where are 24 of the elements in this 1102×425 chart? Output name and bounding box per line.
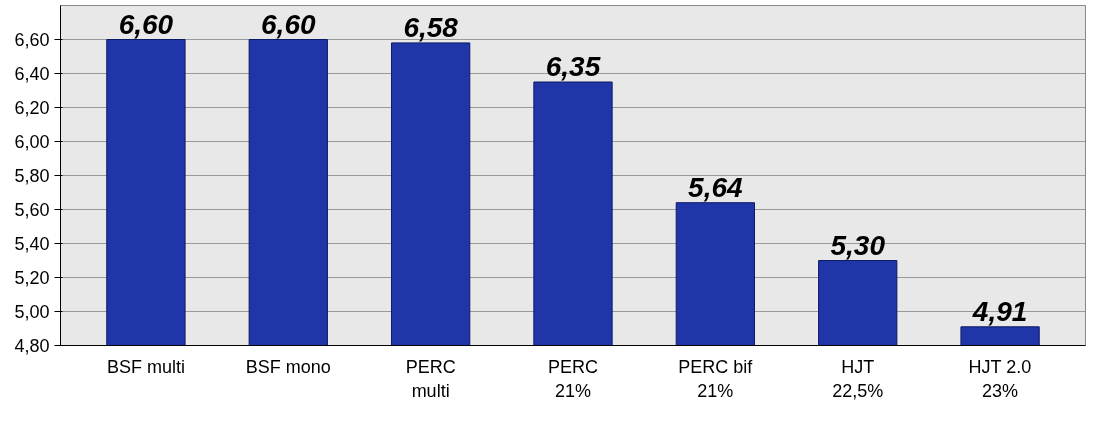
data-label: 6,35 [545,51,601,82]
x-tick-label: BSF multi [106,356,185,377]
y-tick-label: 5,80 [14,166,50,186]
y-tick-label: 4,80 [14,336,50,356]
y-tick-label: 6,20 [14,98,50,118]
y-tick-label: 6,60 [14,30,50,50]
y-tick-label: 6,00 [14,132,50,152]
y-tick-label: 5,60 [14,200,50,220]
y-tick-label: 5,00 [14,302,50,322]
data-label: 6,60 [118,8,174,40]
x-tick-label: PERC multi [405,356,456,401]
x-tick-label: HJT 22,5% [832,356,884,401]
data-label: 6,60 [261,8,316,40]
data-label: 4,91 [971,295,1028,327]
x-tick-label: HJT 2.0 23% [968,356,1032,401]
y-tick-label: 5,40 [14,234,50,254]
data-label: 6,58 [403,11,459,43]
data-label: 5,30 [830,229,886,261]
x-tick-label: PERC bif 21% [678,356,754,401]
y-tick-label: 5,20 [14,268,50,288]
x-tick-label: BSF mono [245,356,331,377]
y-tick-label: 6,40 [14,64,50,84]
data-label: 5,64 [688,171,744,203]
x-tick-label: PERC 21% [548,356,599,401]
